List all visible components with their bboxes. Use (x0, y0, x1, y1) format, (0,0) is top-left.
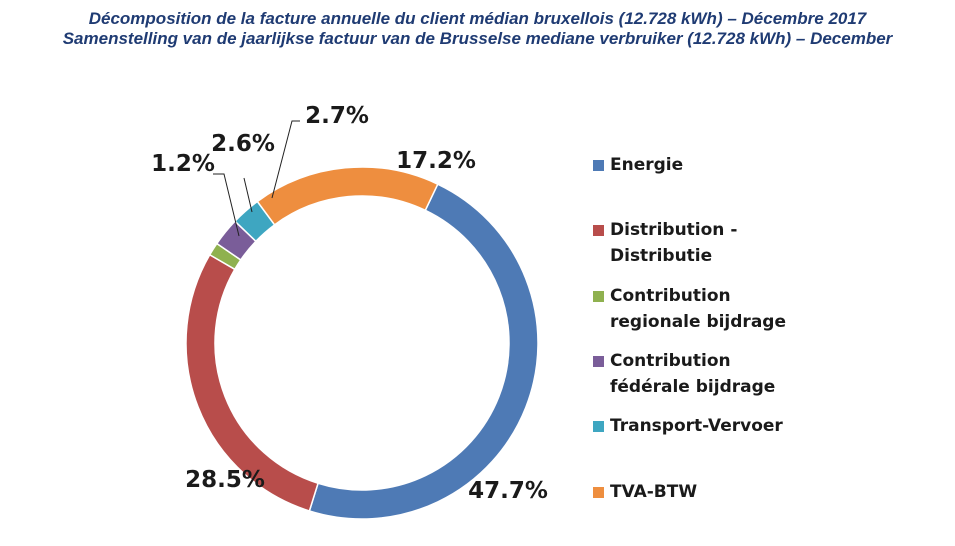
legend-label-line: Energie (610, 155, 684, 175)
leader-line-regional-contribution (213, 173, 240, 237)
legend-label-line: TVA-BTW (610, 482, 698, 502)
legend-swatch-tva (593, 487, 604, 498)
legend-label-line: fédérale bijdrage (610, 377, 776, 397)
data-label-regional-contribution: 1.2% (151, 151, 215, 177)
legend-swatch-distribution (593, 225, 604, 236)
legend-label-line: Contribution (610, 351, 731, 371)
chart-title-nl: Samenstelling van de jaarlijkse factuur … (62, 29, 893, 48)
legend-label-federal-contribution: Contribution fédérale bijdrage (610, 348, 775, 400)
leader-line-federal-contribution (243, 177, 253, 213)
legend-label-line: Distribution - (610, 220, 738, 240)
chart-title-fr: Décomposition de la facture annuelle du … (88, 9, 867, 28)
legend-label-tva: TVA-BTW (610, 479, 697, 505)
legend-swatch-energie (593, 160, 604, 171)
legend-label-transport: Transport-Vervoer (610, 413, 783, 439)
legend-swatch-regional-contribution (593, 291, 604, 302)
leader-line-transport (271, 120, 300, 199)
data-label-federal-contribution: 2.6% (211, 131, 275, 157)
donut-slices (185, 166, 539, 520)
legend-label-regional-contribution: Contribution regionale bijdrage (610, 283, 786, 335)
data-label-transport: 2.7% (305, 103, 369, 129)
legend-label-energie: Energie (610, 152, 683, 178)
legend-label-line: Distributie (610, 246, 713, 266)
leader-lines (213, 120, 300, 237)
legend-label-line: Transport-Vervoer (610, 416, 783, 436)
legend-swatch-federal-contribution (593, 356, 604, 367)
legend-label-line: regionale bijdrage (610, 312, 786, 332)
data-label-tva: 17.2% (396, 148, 476, 174)
legend-label-line: Contribution (610, 286, 731, 306)
data-labels: 47.7% 28.5% 1.2%2.6% 2.7% 17.2% (151, 103, 548, 504)
legend-label-distribution: Distribution - Distributie (610, 217, 737, 269)
data-label-distribution: 28.5% (185, 467, 265, 493)
data-label-energie: 47.7% (468, 478, 548, 504)
legend-swatch-transport (593, 421, 604, 432)
slice-tva (256, 166, 439, 226)
chart-title-block: Décomposition de la facture annuelle du … (0, 9, 955, 49)
slice-energie (308, 183, 539, 520)
